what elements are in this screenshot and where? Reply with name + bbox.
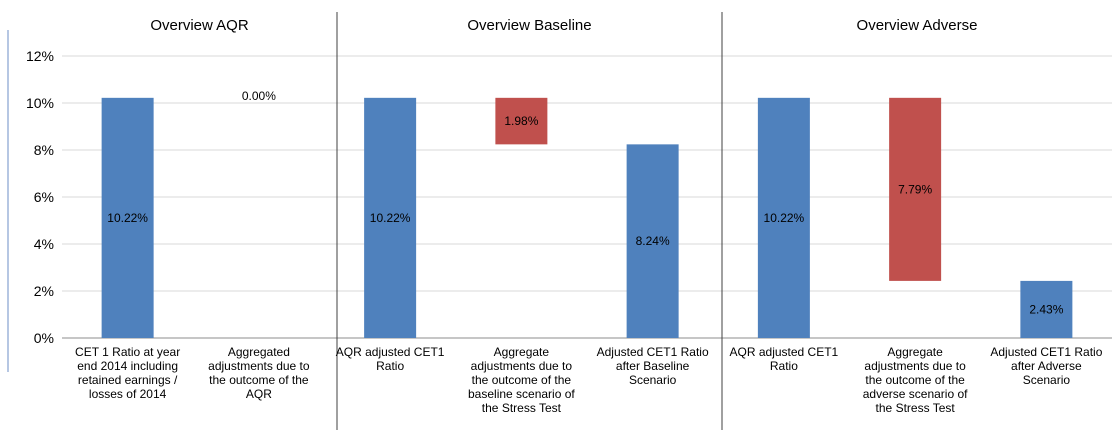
data-label: 2.43% (1029, 302, 1063, 316)
section-title: Overview AQR (150, 17, 249, 34)
total-bar (757, 97, 810, 338)
y-tick-label: 12% (26, 48, 54, 64)
category-labels: CET 1 Ratio at year end 2014 including ret… (75, 345, 1103, 415)
adjustment-bar (495, 97, 548, 145)
adjustment-bar (889, 97, 942, 281)
total-bar (1020, 280, 1073, 338)
total-bar (364, 97, 417, 338)
total-bar (101, 97, 154, 338)
y-tick-label: 6% (34, 189, 54, 205)
data-label: 10.22% (107, 211, 148, 225)
bars (101, 97, 1073, 338)
y-tick-label: 10% (26, 95, 54, 111)
data-label: 7.79% (898, 182, 932, 196)
category-label: Aggregated adjustments due to the outcome … (208, 345, 310, 401)
data-labels: 10.22% 0.00% 10.22% 1.98% 8.24% 10.22% 7.79% 2.… (107, 89, 1063, 317)
total-bar (626, 144, 679, 338)
section-title: Overview Baseline (467, 17, 591, 34)
category-label: AQR adjusted CET1 Ratio (336, 345, 445, 373)
category-label: CET 1 Ratio at year end 2014 including ret… (75, 345, 180, 401)
y-axis: 0% 2% 4% 6% 8% 10% 12% (26, 48, 54, 346)
y-tick-label: 4% (34, 236, 54, 252)
data-label: 10.22% (370, 211, 411, 225)
category-label: Adjusted CET1 Ratio after Baseline Scenari… (597, 345, 709, 387)
gridlines (62, 55, 1112, 339)
category-label: Adjusted CET1 Ratio after Adverse Scenario (990, 345, 1102, 387)
y-tick-label: 8% (34, 142, 54, 158)
category-label: AQR adjusted CET1 Ratio (730, 345, 839, 373)
data-label: 1.98% (504, 114, 538, 128)
y-tick-label: 0% (34, 330, 54, 346)
data-label: 0.00% (242, 89, 276, 103)
data-label: 8.24% (636, 234, 670, 248)
y-tick-label: 2% (34, 283, 54, 299)
section-titles: Overview AQR Overview Baseline Overview Ad… (150, 17, 977, 34)
category-label: Aggregate adjustments due to the outcome o… (468, 345, 575, 415)
data-label: 10.22% (764, 211, 805, 225)
section-dividers (7, 12, 723, 430)
section-title: Overview Adverse (857, 17, 978, 34)
category-label: Aggregate adjustments due to the outcome o… (863, 345, 968, 415)
